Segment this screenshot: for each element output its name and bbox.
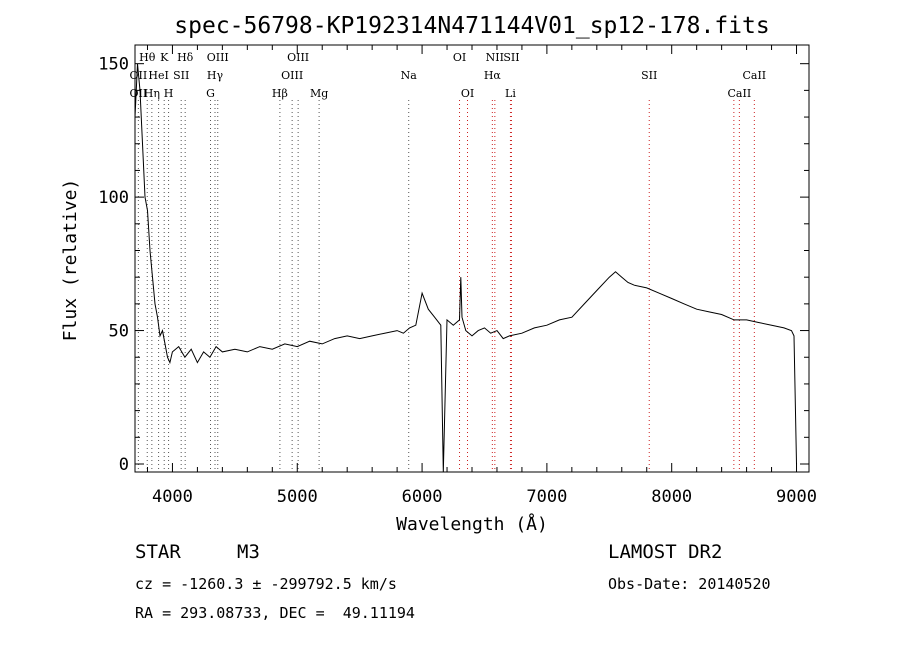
emission-line-label: Hγ <box>207 69 224 82</box>
emission-line-label: SII <box>173 69 189 82</box>
y-tick-label: 50 <box>109 322 129 342</box>
emission-line-label: OII <box>130 87 148 100</box>
x-tick-label: 6000 <box>402 487 443 507</box>
emission-line-label: H <box>164 87 174 100</box>
plot-frame <box>134 44 810 473</box>
y-tick-label: 150 <box>98 55 129 75</box>
emission-line-label: Hδ <box>177 51 194 64</box>
emission-line-label: OIII <box>287 51 309 64</box>
x-axis-label: Wavelength (Å) <box>396 513 548 535</box>
emission-line-label: OI <box>453 51 466 64</box>
emission-line-label: Na <box>401 69 418 82</box>
emission-line-label: G <box>206 87 215 100</box>
y-axis-label: Flux (relative) <box>60 179 81 342</box>
observation-date: Obs-Date: 20140520 <box>608 575 771 593</box>
spectrum-series-line <box>134 63 797 473</box>
x-tick-label: 9000 <box>776 487 817 507</box>
coordinates-readout: RA = 293.08733, DEC = 49.11194 <box>135 604 415 622</box>
emission-line-label: Hθ <box>139 51 156 64</box>
emission-line-label: CaII <box>728 87 752 100</box>
x-tick-label: 5000 <box>277 487 318 507</box>
emission-line-label: NII <box>486 51 504 64</box>
x-axis-ticks: 4000 5000 6000 7000 8000 9000 <box>146 45 817 507</box>
emission-line-label: Hη <box>144 87 160 100</box>
emission-line-label: SII <box>641 69 657 82</box>
emission-line-markers <box>137 100 755 472</box>
chart-title: spec-56798-KP192314N471144V01_sp12-178.f… <box>174 13 769 39</box>
y-tick-label: 100 <box>98 188 129 208</box>
emission-line-label: Mg <box>310 87 328 100</box>
emission-line-label: Li <box>505 87 516 100</box>
emission-line-label: OIII <box>281 69 303 82</box>
y-axis-ticks: 0 50 100 150 <box>98 55 809 475</box>
object-class: STAR <box>135 541 181 563</box>
x-tick-label: 4000 <box>152 487 193 507</box>
emission-line-label: HeI <box>148 69 168 82</box>
survey-name: LAMOST DR2 <box>608 541 723 563</box>
emission-line-label: K <box>160 51 169 64</box>
emission-line-label: Hβ <box>272 87 288 100</box>
emission-line-label: OI <box>461 87 474 100</box>
emission-line-label: OIII <box>207 51 229 64</box>
object-subclass: M3 <box>237 541 260 563</box>
emission-line-label: SII <box>503 51 519 64</box>
emission-line-label: CaII <box>742 69 766 82</box>
velocity-readout: cz = -1260.3 ± -299792.5 km/s <box>135 575 397 593</box>
x-tick-label: 8000 <box>651 487 692 507</box>
y-tick-label: 0 <box>119 455 129 475</box>
x-tick-label: 7000 <box>526 487 567 507</box>
emission-line-label: Hα <box>484 69 502 82</box>
